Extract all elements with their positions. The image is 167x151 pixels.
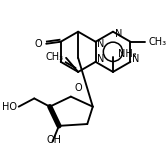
Text: N: N — [97, 40, 105, 50]
Text: N: N — [132, 54, 140, 64]
Text: O: O — [35, 39, 43, 49]
Text: N: N — [97, 54, 105, 64]
Text: HO: HO — [2, 102, 17, 112]
Text: O: O — [74, 83, 82, 93]
Text: NH₂: NH₂ — [118, 49, 137, 59]
Text: OH: OH — [47, 135, 62, 145]
Text: CH₃: CH₃ — [45, 52, 63, 62]
Text: N: N — [115, 29, 122, 39]
Text: CH₃: CH₃ — [148, 37, 166, 47]
